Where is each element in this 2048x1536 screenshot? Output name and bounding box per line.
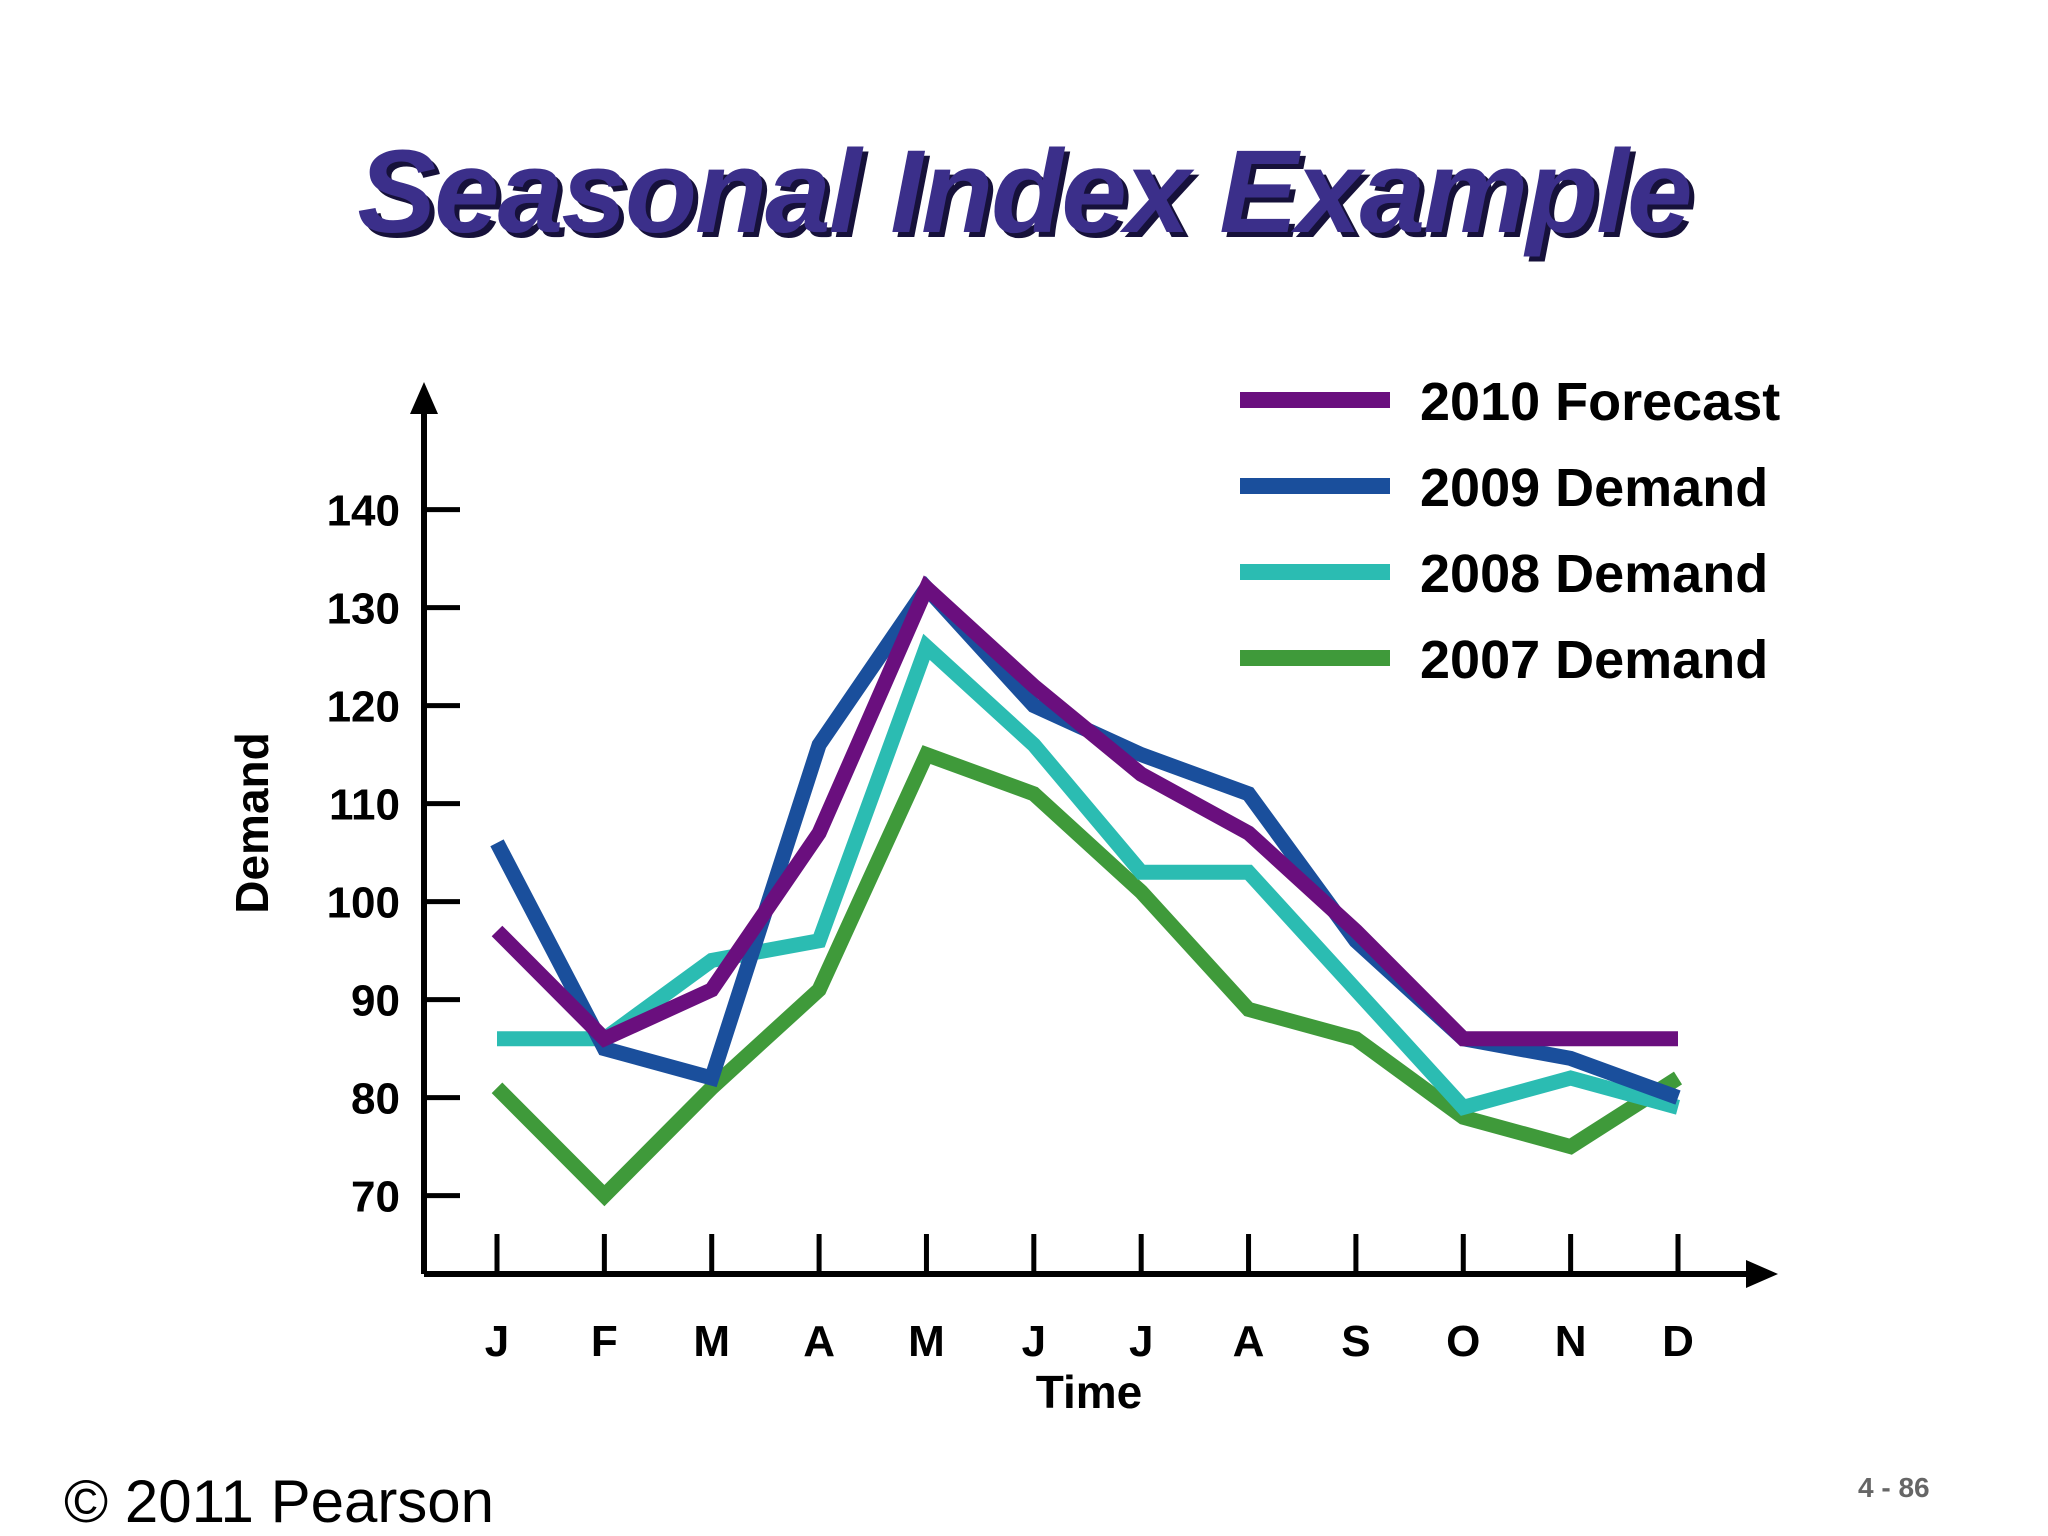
- x-tick-label: M: [693, 1317, 730, 1366]
- y-axis-arrow: [410, 382, 438, 414]
- legend-label-2010-forecast: 2010 Forecast: [1420, 372, 1780, 432]
- x-tick-label: S: [1341, 1317, 1370, 1366]
- legend-label-2008-demand: 2008 Demand: [1420, 544, 1768, 604]
- y-tick-label: 120: [327, 683, 400, 732]
- chart-legend: 2010 Forecast 2009 Demand 2008 Demand 2007 …: [1240, 372, 1780, 690]
- x-tick-label: J: [485, 1317, 509, 1366]
- legend-label-2009-demand: 2009 Demand: [1420, 458, 1768, 518]
- chart-series: [490, 575, 1683, 1207]
- slide-title: Seasonal Index Example: [357, 126, 1692, 258]
- x-tick-label: N: [1555, 1317, 1587, 1366]
- y-tick-label: 100: [327, 879, 400, 928]
- chart-axes: [410, 382, 1778, 1288]
- y-tick-label: 110: [329, 781, 400, 830]
- x-tick-label: J: [1022, 1317, 1046, 1366]
- x-axis-arrow: [1746, 1260, 1778, 1288]
- y-tick-label: 130: [327, 585, 400, 634]
- y-axis-title: Demand: [226, 732, 278, 913]
- y-tick-label: 90: [351, 977, 400, 1026]
- x-tick-label: O: [1446, 1317, 1480, 1366]
- x-tick-label: D: [1662, 1317, 1694, 1366]
- x-tick-label: M: [908, 1317, 945, 1366]
- series-line-2007-demand: [491, 745, 1683, 1207]
- x-tick-label: J: [1129, 1317, 1153, 1366]
- x-tick-label: A: [803, 1317, 835, 1366]
- y-tick-label: 70: [351, 1173, 400, 1222]
- chart-ticks: 70 80 90 100 110 120 130 140 J F M A M J J A S O N D: [327, 487, 1694, 1366]
- x-tick-label: A: [1233, 1317, 1265, 1366]
- y-tick-label: 140: [327, 487, 400, 536]
- legend-label-2007-demand: 2007 Demand: [1420, 630, 1768, 690]
- series-line-2010-forecast: [491, 575, 1678, 1048]
- copyright-notice: © 2011 Pearson: [64, 1468, 495, 1535]
- y-tick-label: 80: [351, 1075, 400, 1124]
- slide-number: 4 - 86: [1858, 1472, 1930, 1503]
- x-tick-label: F: [591, 1317, 618, 1366]
- series-line-2008-demand: [497, 633, 1680, 1116]
- x-axis-title: Time: [1036, 1366, 1143, 1418]
